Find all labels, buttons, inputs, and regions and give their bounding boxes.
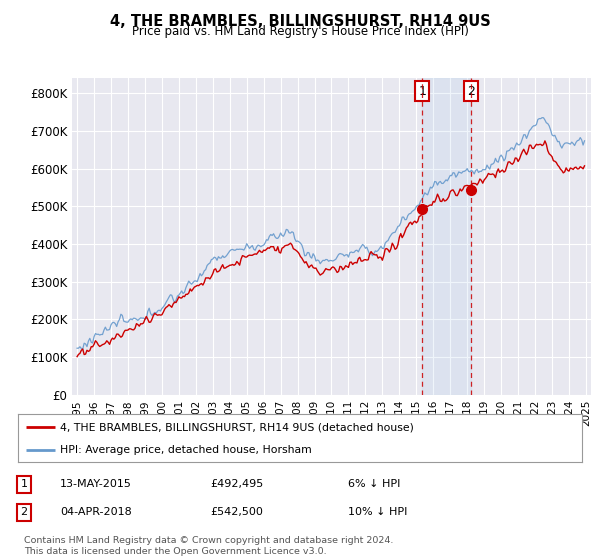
Text: 1: 1 [418, 85, 427, 97]
Text: Contains HM Land Registry data © Crown copyright and database right 2024.
This d: Contains HM Land Registry data © Crown c… [24, 536, 394, 556]
Text: 6% ↓ HPI: 6% ↓ HPI [348, 479, 400, 489]
Text: HPI: Average price, detached house, Horsham: HPI: Average price, detached house, Hors… [60, 445, 312, 455]
Text: 4, THE BRAMBLES, BILLINGSHURST, RH14 9US (detached house): 4, THE BRAMBLES, BILLINGSHURST, RH14 9US… [60, 422, 414, 432]
Text: 1: 1 [20, 479, 28, 489]
Bar [422, 78, 472, 395]
Text: £492,495: £492,495 [210, 479, 263, 489]
Text: 10% ↓ HPI: 10% ↓ HPI [348, 507, 407, 517]
Text: 2: 2 [467, 85, 475, 97]
Text: 13-MAY-2015: 13-MAY-2015 [60, 479, 132, 489]
Text: 2: 2 [20, 507, 28, 517]
Text: £542,500: £542,500 [210, 507, 263, 517]
Text: 4, THE BRAMBLES, BILLINGSHURST, RH14 9US: 4, THE BRAMBLES, BILLINGSHURST, RH14 9US [110, 14, 490, 29]
Text: Price paid vs. HM Land Registry's House Price Index (HPI): Price paid vs. HM Land Registry's House … [131, 25, 469, 38]
Text: 04-APR-2018: 04-APR-2018 [60, 507, 132, 517]
